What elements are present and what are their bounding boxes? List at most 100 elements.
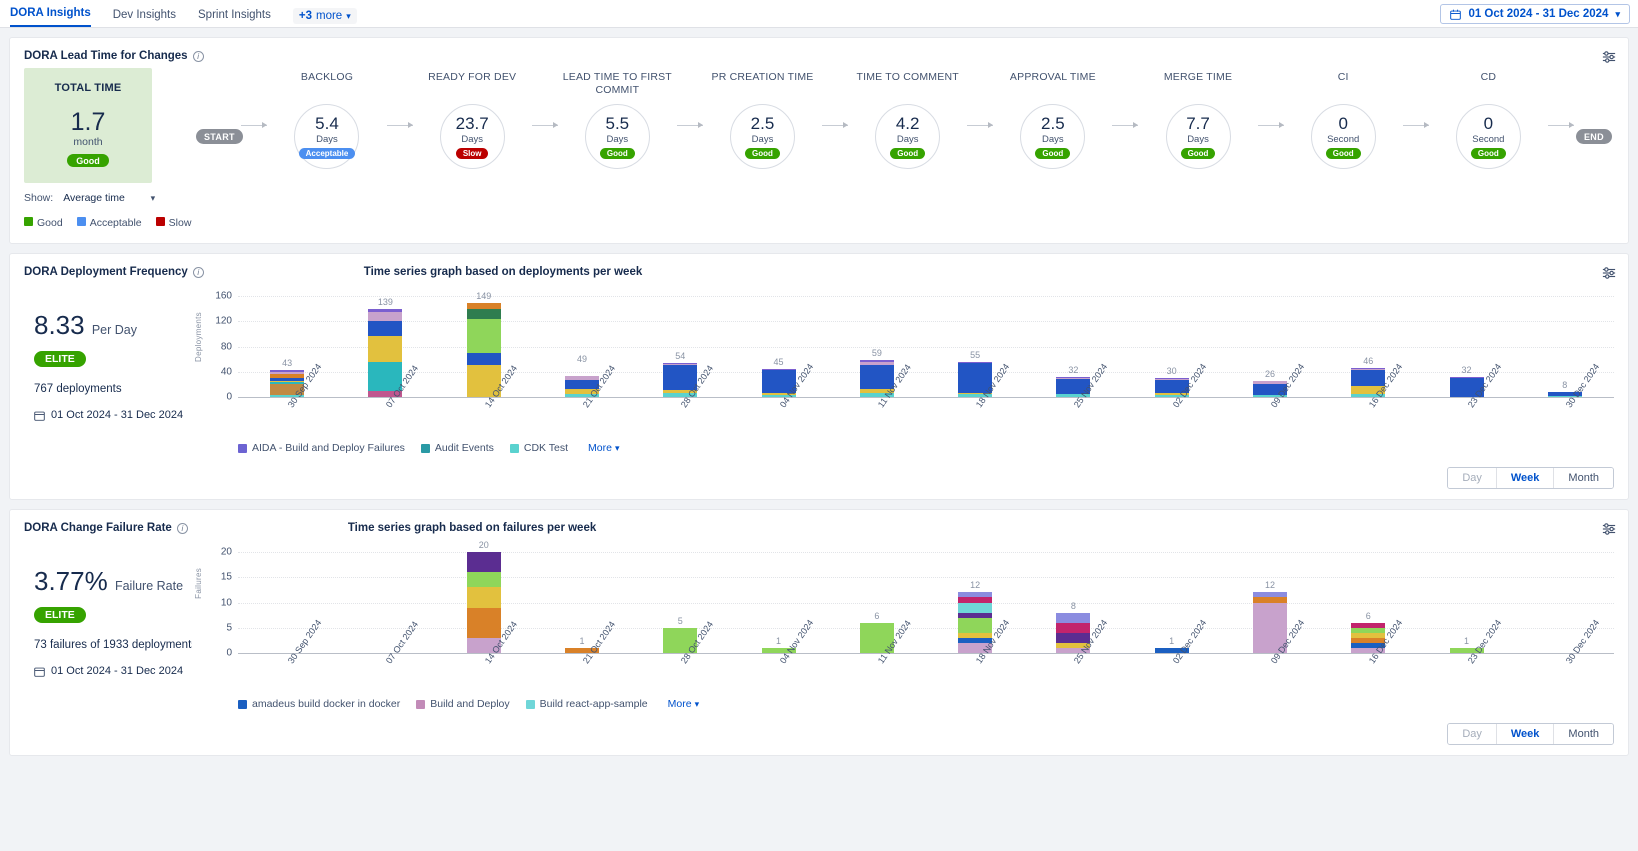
bar-segment[interactable]: [761, 368, 796, 370]
bar-segment[interactable]: [466, 572, 501, 588]
stacked-bar[interactable]: [1449, 376, 1484, 397]
bar-segment[interactable]: [368, 309, 403, 313]
bar-segment[interactable]: [958, 642, 993, 653]
bar-segment[interactable]: [466, 364, 501, 397]
bar-segment[interactable]: [1154, 379, 1189, 393]
bar-segment[interactable]: [663, 363, 698, 365]
bar-segment[interactable]: [466, 302, 501, 310]
bar-segment[interactable]: [270, 380, 305, 382]
bar-segment[interactable]: [1056, 378, 1091, 379]
bar-slot[interactable]: 1: [1123, 552, 1221, 653]
bar-segment[interactable]: [1056, 376, 1091, 379]
bar-segment[interactable]: [1351, 386, 1386, 395]
bar-segment[interactable]: [859, 393, 894, 397]
stacked-bar[interactable]: [1351, 368, 1386, 397]
bar-segment[interactable]: [663, 390, 698, 394]
bar-segment[interactable]: [1252, 380, 1287, 382]
bar-slot[interactable]: 32: [1417, 296, 1515, 397]
bar-segment[interactable]: [1056, 393, 1091, 397]
more-tabs-button[interactable]: +3 more ▾: [292, 8, 357, 24]
bar-segment[interactable]: [663, 362, 698, 364]
granularity-month-button[interactable]: Month: [1554, 724, 1613, 744]
bar-segment[interactable]: [1154, 647, 1189, 653]
tab-dora-insights[interactable]: DORA Insights: [10, 7, 91, 27]
stacked-bar[interactable]: [1154, 378, 1189, 397]
bar-segment[interactable]: [1449, 376, 1484, 379]
bar-slot[interactable]: 6: [828, 552, 926, 653]
stacked-bar[interactable]: [761, 647, 796, 653]
bar-segment[interactable]: [466, 309, 501, 319]
bar-segment[interactable]: [1154, 392, 1189, 396]
bar-slot[interactable]: [1516, 552, 1614, 653]
tab-sprint-insights[interactable]: Sprint Insights: [198, 9, 271, 21]
bar-segment[interactable]: [1351, 368, 1386, 369]
bar-segment[interactable]: [270, 371, 305, 375]
bar-slot[interactable]: 149: [435, 291, 533, 397]
bar-segment[interactable]: [958, 602, 993, 613]
bar-slot[interactable]: 12: [1221, 552, 1319, 653]
bar-segment[interactable]: [1056, 632, 1091, 643]
legend-item[interactable]: Build react-app-sample: [525, 698, 648, 710]
bar-segment[interactable]: [958, 617, 993, 633]
bar-segment[interactable]: [1056, 622, 1091, 633]
info-icon[interactable]: i: [192, 266, 204, 278]
stacked-bar[interactable]: [564, 647, 599, 653]
stacked-bar[interactable]: [1547, 391, 1582, 397]
bar-segment[interactable]: [1449, 647, 1484, 653]
bar-segment[interactable]: [958, 362, 993, 363]
bar-slot[interactable]: 54: [631, 296, 729, 397]
bar-segment[interactable]: [761, 647, 796, 653]
stacked-bar[interactable]: [466, 302, 501, 397]
bar-slot[interactable]: 20: [435, 540, 533, 653]
bar-segment[interactable]: [1056, 612, 1091, 623]
bar-slot[interactable]: 32: [1024, 296, 1122, 397]
bar-segment[interactable]: [1056, 647, 1091, 653]
stage-cd[interactable]: CD 0 Second Good: [1429, 68, 1548, 169]
bar-segment[interactable]: [1547, 391, 1582, 396]
bar-segment[interactable]: [1547, 395, 1582, 397]
bar-slot[interactable]: 45: [729, 296, 827, 397]
bar-segment[interactable]: [761, 395, 796, 397]
bar-slot[interactable]: 49: [533, 296, 631, 397]
bar-segment[interactable]: [958, 393, 993, 397]
granularity-day-button[interactable]: Day: [1448, 468, 1497, 488]
bar-slot[interactable]: 8: [1516, 296, 1614, 397]
stacked-bar[interactable]: [564, 375, 599, 397]
bar-segment[interactable]: [958, 592, 993, 598]
bar-segment[interactable]: [859, 361, 894, 366]
bar-segment[interactable]: [1252, 592, 1287, 598]
bar-slot[interactable]: 30: [1123, 296, 1221, 397]
stacked-bar[interactable]: [1252, 380, 1287, 397]
bar-slot[interactable]: 26: [1221, 296, 1319, 397]
bar-segment[interactable]: [270, 374, 305, 379]
bar-segment[interactable]: [1154, 395, 1189, 397]
bar-segment[interactable]: [1056, 642, 1091, 648]
granularity-week-button[interactable]: Week: [1496, 468, 1555, 488]
show-dropdown[interactable]: Average time ▾: [63, 192, 155, 204]
bar-segment[interactable]: [958, 637, 993, 643]
bar-slot[interactable]: 1: [1417, 552, 1515, 653]
bar-segment[interactable]: [1351, 647, 1386, 653]
lead-time-settings-icon[interactable]: [1602, 50, 1616, 67]
bar-segment[interactable]: [1056, 378, 1091, 394]
deployment-settings-icon[interactable]: [1602, 266, 1616, 283]
stage-pr-creation-time[interactable]: PR CREATION TIME 2.5 Days Good: [703, 68, 822, 169]
bar-segment[interactable]: [1351, 369, 1386, 387]
bar-slot[interactable]: 59: [828, 296, 926, 397]
bar-segment[interactable]: [466, 607, 501, 638]
date-range-picker[interactable]: 01 Oct 2024 - 31 Dec 2024 ▾: [1440, 4, 1630, 24]
bar-segment[interactable]: [564, 375, 599, 380]
bar-slot[interactable]: [238, 552, 336, 653]
bar-segment[interactable]: [958, 362, 993, 393]
bar-slot[interactable]: 1: [533, 552, 631, 653]
bar-segment[interactable]: [1154, 378, 1189, 380]
bar-slot[interactable]: 55: [926, 296, 1024, 397]
bar-segment[interactable]: [1351, 632, 1386, 638]
bar-segment[interactable]: [564, 389, 599, 394]
info-icon[interactable]: i: [176, 522, 188, 534]
bar-slot[interactable]: 139: [336, 296, 434, 397]
stage-time-to-comment[interactable]: TIME TO COMMENT 4.2 Days Good: [848, 68, 967, 169]
bar-segment[interactable]: [368, 391, 403, 397]
stage-approval-time[interactable]: APPROVAL TIME 2.5 Days Good: [993, 68, 1112, 169]
stacked-bar[interactable]: [958, 362, 993, 397]
